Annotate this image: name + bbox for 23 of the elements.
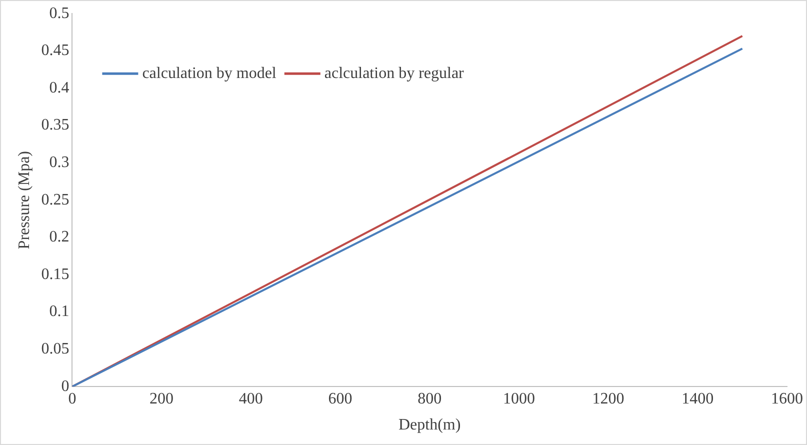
x-tick-label: 1200 — [592, 390, 624, 408]
y-tick-label: 0.2 — [49, 228, 70, 246]
x-tick-label: 1000 — [502, 390, 535, 408]
y-tick-label: 0.35 — [41, 116, 70, 134]
x-tick-label: 400 — [238, 390, 263, 408]
y-axis-title: Pressure (Mpa) — [16, 151, 33, 250]
x-tick-label: 1600 — [771, 390, 803, 408]
y-tick-label: 0.15 — [41, 266, 70, 283]
legend-label: calculation by model — [142, 64, 277, 82]
x-tick-label: 600 — [328, 390, 352, 408]
y-tick-label: 0.4 — [49, 79, 70, 96]
legend-label: aclculation by regular — [324, 64, 465, 82]
y-tick-label: 0.25 — [41, 191, 70, 208]
x-tick-label: 200 — [150, 390, 174, 408]
y-tick-label: 0 — [61, 378, 70, 395]
y-tick-label: 0.05 — [41, 340, 70, 358]
y-tick-label: 0.3 — [49, 154, 70, 172]
y-tick-label: 0.45 — [41, 42, 70, 60]
y-tick-label: 0.5 — [49, 4, 70, 22]
x-axis-title: Depth(m) — [398, 416, 461, 434]
y-tick-label: 0.1 — [49, 303, 70, 320]
x-tick-label: 1400 — [682, 390, 714, 408]
x-tick-label: 800 — [418, 390, 442, 408]
